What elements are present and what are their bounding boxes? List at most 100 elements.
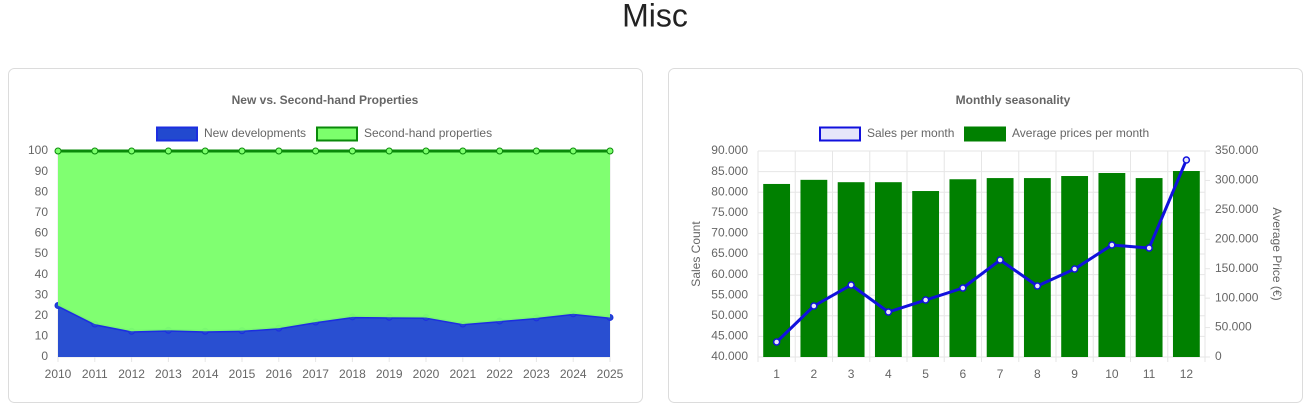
point	[847, 281, 855, 289]
x-tick-label: 9	[1071, 367, 1078, 381]
point	[1145, 244, 1153, 252]
legend-swatch	[819, 126, 861, 142]
y-axis-title: Sales Count	[689, 221, 703, 287]
x-tick-label: 2025	[597, 367, 624, 381]
x-tick-label: 10	[1105, 367, 1119, 381]
y-tick-label: 90	[35, 164, 49, 178]
legend-swatch	[964, 126, 1006, 142]
point	[606, 147, 614, 155]
chart-title: Monthly seasonality	[956, 93, 1071, 107]
bar	[1135, 178, 1163, 357]
y-tick-label: 85.000	[711, 164, 748, 178]
legend-swatch	[316, 126, 358, 142]
point	[532, 147, 540, 155]
x-tick-label: 2021	[449, 367, 476, 381]
y-tick-label: 60.000	[711, 267, 748, 281]
bar	[1023, 178, 1051, 357]
x-tick-label: 2017	[302, 367, 329, 381]
x-tick-label: 2020	[413, 367, 440, 381]
y-tick-label: 20	[35, 308, 49, 322]
point	[385, 147, 393, 155]
bar	[949, 179, 977, 357]
legend-label: Sales per month	[867, 126, 954, 140]
y-tick-label: 80.000	[711, 184, 748, 198]
y2-tick-label: 50.000	[1215, 320, 1252, 334]
bar	[874, 182, 902, 357]
y-tick-label: 100	[28, 143, 48, 157]
legend-label: Average prices per month	[1012, 126, 1149, 140]
point	[54, 147, 62, 155]
y-tick-label: 60	[35, 226, 49, 240]
x-tick-label: 2023	[523, 367, 550, 381]
point	[1033, 282, 1042, 290]
point	[1182, 156, 1191, 164]
point	[422, 147, 430, 155]
y2-tick-label: 300.000	[1215, 173, 1259, 187]
x-tick-label: 7	[997, 367, 1004, 381]
x-tick-label: 2013	[155, 367, 182, 381]
x-tick-label: 2014	[192, 367, 219, 381]
x-tick-label: 2010	[45, 367, 72, 381]
point	[959, 284, 967, 292]
legend-label: New developments	[204, 126, 306, 140]
y-tick-label: 40	[35, 267, 49, 281]
x-tick-label: 11	[1143, 367, 1156, 381]
x-tick-label: 2016	[265, 367, 292, 381]
y2-tick-label: 100.000	[1215, 290, 1259, 304]
y2-tick-label: 200.000	[1215, 231, 1259, 245]
y2-tick-label: 0	[1215, 349, 1222, 363]
y-tick-label: 45.000	[711, 329, 748, 343]
y-tick-label: 55.000	[711, 287, 748, 301]
bar	[1172, 171, 1200, 357]
page-title: Misc	[622, 0, 688, 33]
y2-tick-label: 250.000	[1215, 202, 1259, 216]
chart-title: New vs. Second-hand Properties	[232, 93, 419, 107]
x-tick-label: 2	[811, 367, 818, 381]
y2-tick-label: 150.000	[1215, 261, 1259, 275]
area-fill	[58, 305, 610, 357]
x-tick-label: 5	[922, 367, 929, 381]
x-tick-label: 2012	[118, 367, 145, 381]
y-tick-label: 90.000	[711, 143, 748, 157]
x-tick-label: 2015	[229, 367, 256, 381]
x-tick-label: 1	[773, 367, 780, 381]
x-tick-label: 2024	[560, 367, 587, 381]
x-tick-label: 2018	[339, 367, 366, 381]
x-tick-label: 3	[848, 367, 855, 381]
y-tick-label: 80	[35, 184, 49, 198]
x-tick-label: 2011	[82, 367, 108, 381]
y2-tick-label: 350.000	[1215, 143, 1259, 157]
y-tick-label: 65.000	[711, 246, 748, 260]
x-tick-label: 4	[885, 367, 892, 381]
y2-axis-title: Average Price (€)	[1270, 207, 1284, 300]
line	[775, 159, 1188, 344]
point	[348, 147, 356, 155]
x-tick-label: 6	[960, 367, 967, 381]
bar	[912, 191, 940, 357]
point	[772, 338, 781, 346]
y-tick-label: 70.000	[711, 226, 748, 240]
x-tick-label: 12	[1180, 367, 1194, 381]
y-tick-label: 10	[35, 329, 49, 343]
point	[201, 147, 209, 155]
y-tick-label: 75.000	[711, 205, 748, 219]
point	[238, 147, 246, 155]
legend-label: Second-hand properties	[364, 126, 492, 140]
point	[884, 308, 893, 316]
y-tick-label: 30	[35, 287, 49, 301]
point	[569, 147, 577, 155]
x-tick-label: 2019	[376, 367, 403, 381]
point	[1108, 241, 1116, 249]
point	[810, 302, 818, 310]
x-tick-label: 8	[1034, 367, 1041, 381]
point	[91, 147, 99, 155]
y-tick-label: 70	[35, 205, 49, 219]
bar	[800, 179, 828, 357]
y-tick-label: 0	[41, 349, 48, 363]
y-tick-label: 50	[35, 246, 49, 260]
area-fill	[58, 151, 610, 332]
point	[128, 147, 136, 155]
point	[996, 256, 1004, 264]
point	[921, 296, 930, 304]
